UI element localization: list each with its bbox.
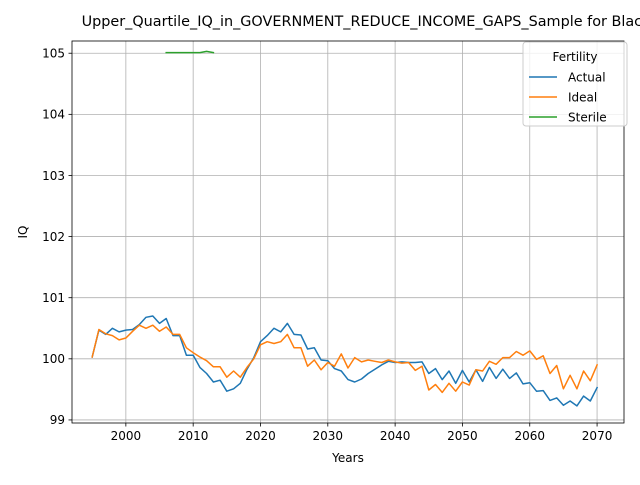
plot-area-frame xyxy=(71,40,625,424)
x-tick-label: 2060 xyxy=(514,429,545,443)
legend: Fertility Actual Ideal Sterile xyxy=(522,41,628,127)
x-tick-label: 2040 xyxy=(380,429,411,443)
y-tick-label: 99 xyxy=(50,413,65,427)
x-tick-label: 2070 xyxy=(582,429,613,443)
series-line-sterile xyxy=(165,50,215,54)
series-lines xyxy=(91,50,599,407)
x-tick-label: 2010 xyxy=(178,429,209,443)
y-tick-label: 102 xyxy=(42,230,65,244)
x-axis-label: Years xyxy=(331,451,364,465)
y-axis-label: IQ xyxy=(16,226,30,239)
y-tick-label: 104 xyxy=(42,108,65,122)
legend-entries: Actual Ideal Sterile xyxy=(529,70,607,124)
axis-ticks: 2000 2010 2020 2030 2040 2050 2060 2070 99 100 101… xyxy=(42,47,612,443)
y-tick-label: 103 xyxy=(42,169,65,183)
legend-box xyxy=(522,41,628,127)
y-tick-label: 105 xyxy=(42,47,65,61)
series-line-ideal xyxy=(91,324,599,394)
y-tick-label: 101 xyxy=(42,291,65,305)
legend-title: Fertility xyxy=(552,50,597,64)
x-tick-label: 2000 xyxy=(111,429,142,443)
legend-label-sterile: Sterile xyxy=(568,110,607,124)
x-tick-label: 2050 xyxy=(447,429,478,443)
legend-label-ideal: Ideal xyxy=(568,90,597,104)
x-tick-label: 2020 xyxy=(245,429,276,443)
x-tick-label: 2030 xyxy=(313,429,344,443)
series-line-actual xyxy=(91,315,599,407)
legend-label-actual: Actual xyxy=(568,70,606,84)
chart-title: Upper_Quartile_IQ_in_GOVERNMENT_REDUCE_I… xyxy=(82,14,640,30)
y-tick-label: 100 xyxy=(42,352,65,366)
